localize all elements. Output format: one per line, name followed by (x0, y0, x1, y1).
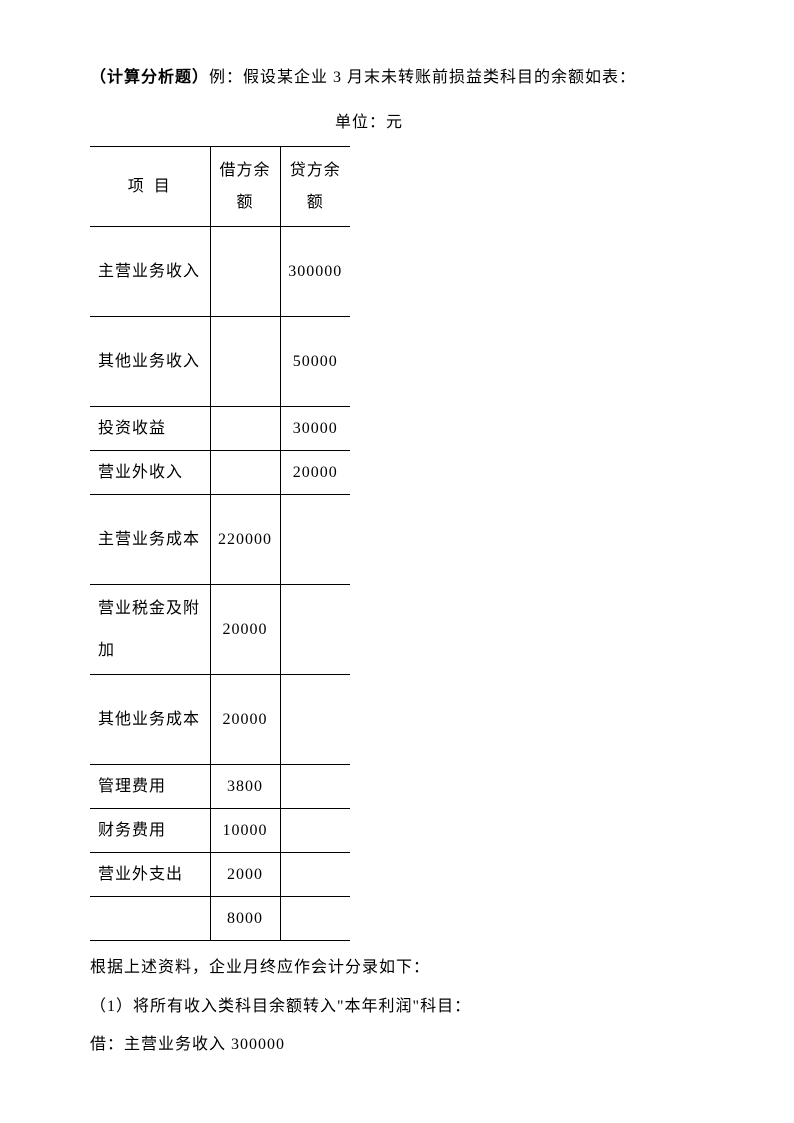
table-header-row: 项目 借方余额 贷方余额 (90, 147, 350, 227)
table-row: 营业税金及附加 20000 (90, 585, 350, 675)
cell-credit: 20000 (280, 451, 350, 495)
paragraph-3: 借：主营业务收入 300000 (90, 1026, 704, 1064)
cell-credit (280, 897, 350, 941)
table-row: 其他业务收入 50000 (90, 317, 350, 407)
title-prefix: （计算分析题） (90, 69, 209, 86)
cell-credit: 300000 (280, 227, 350, 317)
cell-item: 投资收益 (90, 407, 210, 451)
cell-item: 其他业务成本 (90, 675, 210, 765)
cell-debit (210, 227, 280, 317)
table-row: 投资收益 30000 (90, 407, 350, 451)
cell-debit (210, 317, 280, 407)
paragraph-2: （1）将所有收入类科目余额转入"本年利润"科目： (90, 988, 704, 1026)
table-row: 营业外收入 20000 (90, 451, 350, 495)
cell-item: 营业外收入 (90, 451, 210, 495)
table-row: 主营业务收入 300000 (90, 227, 350, 317)
cell-credit (280, 765, 350, 809)
title-rest: 例：假设某企业 3 月末未转账前损益类科目的余额如表： (209, 69, 636, 86)
cell-credit (280, 809, 350, 853)
table-row: 营业外支出 2000 (90, 853, 350, 897)
cell-item: 营业税金及附加 (90, 585, 210, 675)
cell-item: 其他业务收入 (90, 317, 210, 407)
cell-item: 营业外支出 (90, 853, 210, 897)
header-item: 项目 (90, 147, 210, 227)
cell-debit: 20000 (210, 585, 280, 675)
cell-item: 主营业务成本 (90, 495, 210, 585)
cell-debit: 10000 (210, 809, 280, 853)
table-row: 8000 (90, 897, 350, 941)
question-title: （计算分析题）例：假设某企业 3 月末未转账前损益类科目的余额如表： (90, 60, 704, 95)
cell-debit: 3800 (210, 765, 280, 809)
cell-item (90, 897, 210, 941)
cell-debit: 20000 (210, 675, 280, 765)
cell-debit: 2000 (210, 853, 280, 897)
cell-credit (280, 585, 350, 675)
cell-credit (280, 853, 350, 897)
table-row: 财务费用 10000 (90, 809, 350, 853)
balance-table: 项目 借方余额 贷方余额 主营业务收入 300000 其他业务收入 50000 … (90, 146, 350, 941)
cell-item: 主营业务收入 (90, 227, 210, 317)
cell-item: 管理费用 (90, 765, 210, 809)
header-debit: 借方余额 (210, 147, 280, 227)
cell-credit: 50000 (280, 317, 350, 407)
cell-credit (280, 495, 350, 585)
cell-item: 财务费用 (90, 809, 210, 853)
cell-debit (210, 407, 280, 451)
cell-debit: 220000 (210, 495, 280, 585)
table-row: 管理费用 3800 (90, 765, 350, 809)
unit-label: 单位：元 (90, 105, 704, 140)
cell-credit: 30000 (280, 407, 350, 451)
cell-credit (280, 675, 350, 765)
table-row: 主营业务成本 220000 (90, 495, 350, 585)
header-credit: 贷方余额 (280, 147, 350, 227)
paragraph-1: 根据上述资料，企业月终应作会计分录如下： (90, 949, 704, 987)
cell-debit (210, 451, 280, 495)
cell-debit: 8000 (210, 897, 280, 941)
table-row: 其他业务成本 20000 (90, 675, 350, 765)
